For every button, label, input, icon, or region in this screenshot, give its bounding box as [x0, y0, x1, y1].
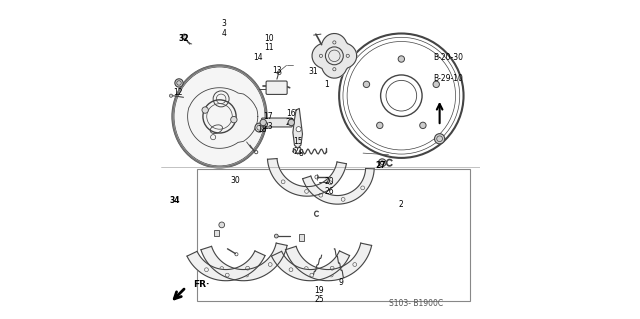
- Text: B-29-10: B-29-10: [433, 74, 463, 83]
- Circle shape: [230, 116, 237, 123]
- Polygon shape: [201, 243, 287, 281]
- Circle shape: [420, 122, 426, 129]
- Circle shape: [255, 123, 264, 132]
- Circle shape: [260, 119, 266, 126]
- Text: 11: 11: [264, 43, 274, 52]
- Text: 22: 22: [286, 118, 296, 127]
- Polygon shape: [312, 33, 356, 78]
- Text: 4: 4: [221, 29, 226, 38]
- Ellipse shape: [172, 65, 267, 167]
- Polygon shape: [268, 159, 346, 196]
- Text: 8: 8: [298, 149, 303, 158]
- Circle shape: [202, 107, 209, 113]
- Circle shape: [275, 234, 278, 238]
- Text: 23: 23: [264, 122, 273, 130]
- Text: 19: 19: [314, 286, 324, 295]
- Text: 15: 15: [293, 137, 303, 146]
- Text: 2: 2: [399, 200, 404, 209]
- Text: 34: 34: [170, 197, 180, 205]
- Circle shape: [398, 56, 404, 62]
- Circle shape: [288, 119, 294, 126]
- Polygon shape: [285, 243, 372, 281]
- Circle shape: [378, 159, 386, 167]
- Circle shape: [175, 79, 183, 87]
- FancyBboxPatch shape: [266, 81, 287, 94]
- Text: 17: 17: [264, 112, 273, 121]
- Polygon shape: [187, 251, 265, 281]
- Text: 26: 26: [324, 187, 333, 196]
- Text: 20: 20: [324, 177, 333, 186]
- Circle shape: [170, 94, 173, 97]
- Polygon shape: [188, 88, 258, 148]
- Text: 14: 14: [253, 53, 262, 62]
- Text: 27: 27: [375, 161, 386, 170]
- Circle shape: [364, 81, 370, 87]
- Circle shape: [219, 222, 225, 228]
- Polygon shape: [293, 108, 303, 148]
- Polygon shape: [303, 168, 374, 204]
- Text: 30: 30: [230, 176, 241, 185]
- Text: S103- B1900C: S103- B1900C: [388, 299, 443, 308]
- Circle shape: [433, 81, 440, 87]
- Text: 31: 31: [308, 67, 318, 76]
- Text: 18: 18: [257, 125, 267, 134]
- Bar: [197, 169, 470, 301]
- FancyBboxPatch shape: [262, 118, 292, 127]
- Text: 16: 16: [286, 109, 296, 118]
- Circle shape: [376, 122, 383, 129]
- Circle shape: [182, 34, 187, 39]
- Bar: [300, 234, 304, 241]
- Text: 21: 21: [294, 147, 303, 156]
- Circle shape: [435, 134, 445, 144]
- Text: 13: 13: [272, 66, 282, 75]
- Text: 10: 10: [264, 34, 274, 43]
- Circle shape: [296, 127, 301, 132]
- Text: 1: 1: [324, 80, 330, 89]
- Text: 32: 32: [178, 34, 189, 43]
- Text: FR·: FR·: [193, 280, 210, 289]
- Polygon shape: [271, 251, 349, 281]
- Text: 9: 9: [339, 278, 343, 287]
- Text: 12: 12: [173, 88, 183, 97]
- Circle shape: [339, 33, 463, 158]
- Text: B-20-30: B-20-30: [433, 53, 463, 62]
- Text: 25: 25: [314, 295, 324, 304]
- Text: 3: 3: [221, 19, 226, 28]
- Bar: [214, 230, 219, 236]
